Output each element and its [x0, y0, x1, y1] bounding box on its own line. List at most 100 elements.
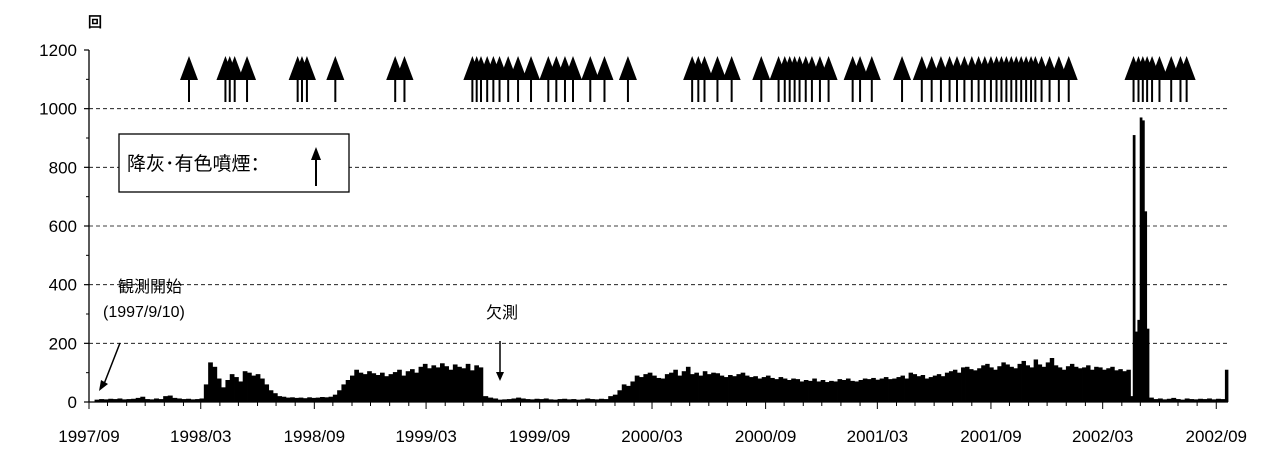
annotations: 観測開始 (1997/9/10) 欠測: [99, 278, 518, 391]
bar: [892, 378, 897, 402]
bar: [1180, 399, 1186, 402]
bar: [1021, 360, 1026, 402]
bar: [290, 397, 295, 402]
bar: [1073, 366, 1079, 402]
bar: [820, 380, 826, 402]
bar: [511, 398, 517, 402]
bar: [1110, 366, 1115, 402]
bar: [867, 379, 872, 402]
arrow-head: [722, 56, 741, 80]
bar: [977, 368, 982, 402]
bar: [711, 372, 716, 402]
x-tick-label: 2002/09: [1186, 427, 1247, 446]
x-tick-label: 2000/09: [735, 427, 796, 446]
bar: [1137, 319, 1141, 402]
bar: [698, 375, 704, 402]
annotation-start-arrow-icon: [99, 342, 121, 391]
bar: [277, 396, 283, 402]
ash-event-arrow-icon: [1059, 56, 1078, 102]
y-tick-label: 0: [68, 393, 77, 412]
bar: [1049, 358, 1055, 402]
ash-event-arrow-icon: [695, 56, 714, 102]
bar: [1114, 370, 1119, 402]
arrow-head: [851, 56, 870, 80]
bar: [626, 385, 631, 402]
bar: [841, 380, 847, 402]
bar: [350, 375, 355, 402]
bar: [497, 399, 503, 402]
bar: [375, 375, 381, 402]
ash-event-arrow-icon: [581, 56, 600, 102]
bar: [900, 375, 905, 402]
arrow-head: [238, 56, 257, 80]
bar: [808, 380, 813, 402]
bar: [474, 365, 479, 402]
ash-event-arrow-icon: [395, 56, 414, 102]
bar: [238, 381, 244, 402]
bar: [414, 372, 419, 402]
bar: [405, 371, 411, 402]
bar: [225, 380, 231, 402]
bar: [669, 372, 674, 402]
bar: [1122, 371, 1127, 402]
bar: [571, 399, 577, 402]
bar: [1202, 399, 1208, 402]
bar: [1139, 117, 1143, 402]
bar: [1224, 369, 1229, 402]
arrow-head: [1150, 56, 1169, 80]
bar: [354, 369, 359, 402]
legend-box: [118, 133, 350, 193]
bar: [888, 379, 893, 402]
y-tick-label: 800: [49, 158, 77, 177]
bar: [108, 398, 114, 402]
bar: [548, 399, 554, 402]
bar: [1037, 364, 1043, 402]
bar: [167, 395, 173, 402]
ash-event-arrow-icon: [563, 56, 582, 102]
bar: [875, 379, 881, 402]
bar: [539, 399, 545, 402]
bar: [862, 378, 868, 402]
ash-event-arrow-icon: [595, 56, 614, 102]
bar: [362, 374, 368, 402]
bar: [199, 398, 205, 402]
bar: [190, 399, 196, 402]
bar: [112, 399, 118, 402]
bar: [1001, 362, 1006, 402]
bar: [337, 390, 342, 402]
bar: [1082, 367, 1087, 402]
bar: [723, 377, 729, 402]
bar: [795, 379, 801, 402]
bar: [973, 370, 978, 402]
bar: [871, 377, 876, 402]
x-tick-label: 1998/09: [284, 427, 345, 446]
bar: [912, 374, 918, 402]
arrow-head: [618, 56, 637, 80]
bar: [397, 369, 402, 402]
bar: [302, 398, 308, 402]
bar: [1126, 369, 1131, 402]
bar: [341, 384, 347, 402]
bar: [765, 375, 771, 402]
arrow-head: [1177, 56, 1196, 80]
bar: [422, 363, 428, 402]
bar: [1148, 397, 1154, 402]
arrow-head: [752, 56, 771, 80]
bar: [371, 373, 377, 402]
bar: [294, 397, 300, 402]
arrow-head: [225, 56, 244, 80]
arrow-head: [581, 56, 600, 80]
bar: [229, 374, 235, 402]
bar: [961, 367, 966, 402]
bar: [770, 377, 775, 402]
bar: [1184, 398, 1190, 402]
bar: [1013, 368, 1018, 402]
bar: [706, 374, 712, 402]
bar: [529, 399, 535, 402]
bar: [268, 390, 274, 402]
bar: [478, 367, 484, 402]
bar: [585, 398, 591, 402]
bar: [924, 378, 930, 402]
bar: [715, 373, 721, 402]
ash-event-arrow-icon: [225, 56, 244, 102]
